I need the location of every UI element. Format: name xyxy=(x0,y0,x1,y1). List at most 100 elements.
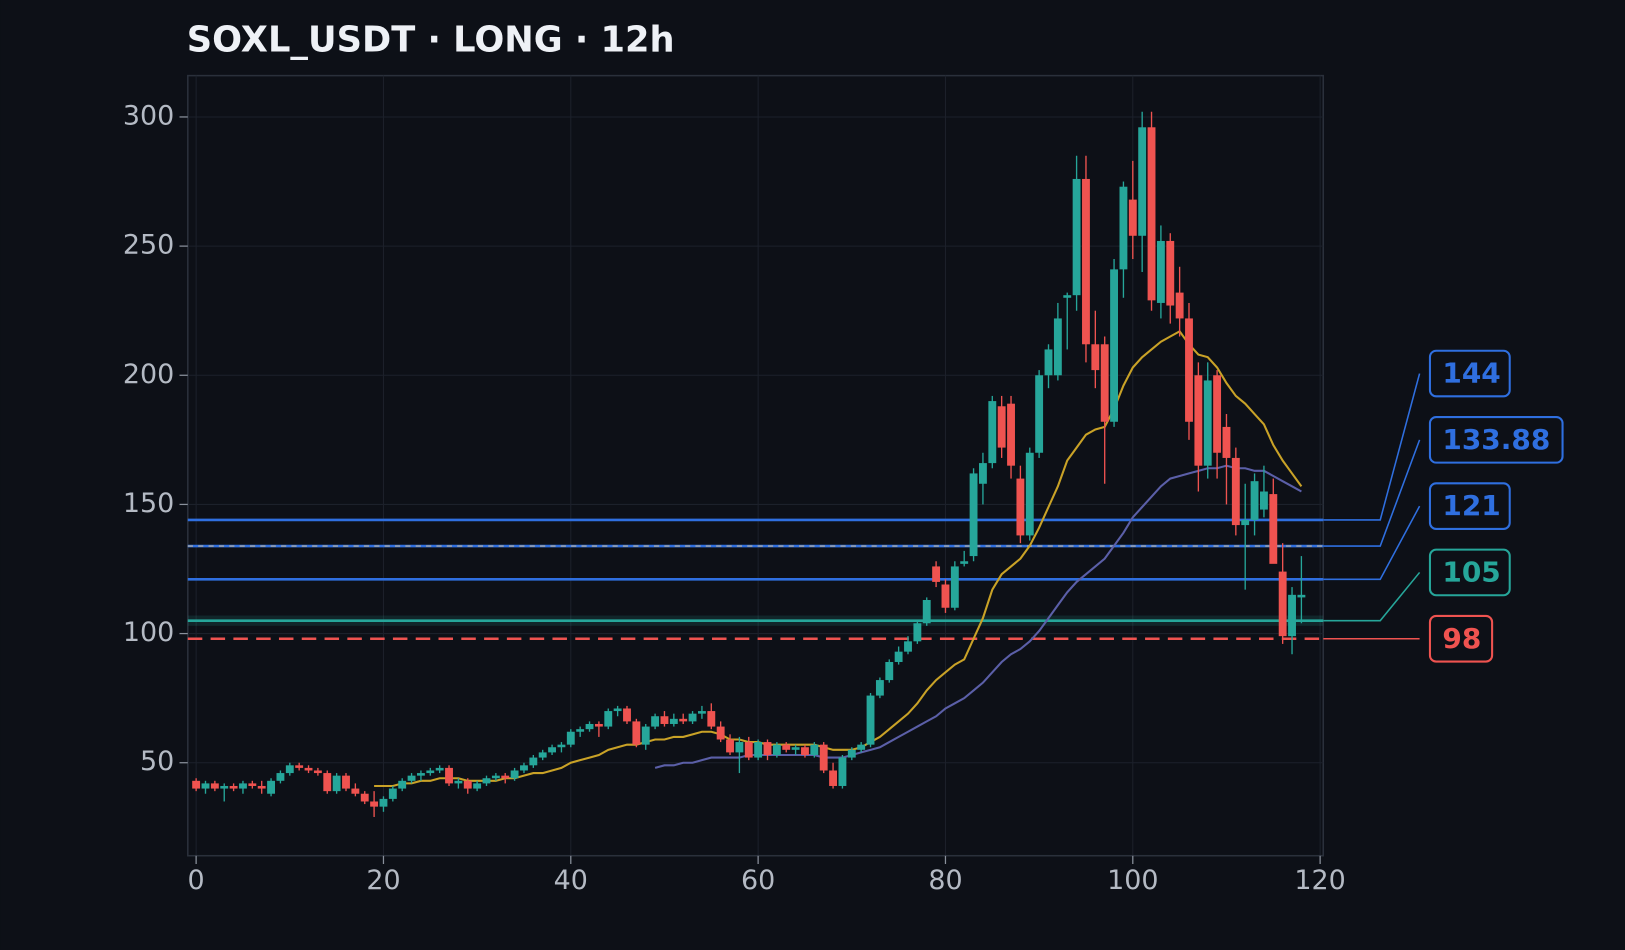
candle-body xyxy=(1213,375,1222,453)
candle-body xyxy=(201,783,210,789)
candle-body xyxy=(285,765,294,774)
candle-body xyxy=(932,566,941,582)
candle-body xyxy=(529,757,538,766)
candle-body xyxy=(1203,380,1212,466)
candle-body xyxy=(847,749,856,758)
x-tick-label: 120 xyxy=(1294,865,1345,896)
candle-body xyxy=(388,788,397,799)
candle-body xyxy=(557,744,566,748)
candle-body xyxy=(463,780,472,789)
candle-body xyxy=(950,566,959,608)
candle-body xyxy=(754,742,763,758)
y-tick-label: 50 xyxy=(140,746,174,777)
level-connector xyxy=(1323,571,1421,622)
candle-body xyxy=(342,775,350,789)
candle-body xyxy=(1072,178,1081,296)
candle-body xyxy=(332,775,341,792)
level-label-box xyxy=(1428,548,1511,597)
candle-body xyxy=(632,721,641,745)
candle-body xyxy=(1175,292,1184,319)
candle-body xyxy=(735,742,744,753)
candle-body xyxy=(969,473,978,557)
candle-body xyxy=(576,729,585,732)
candle-body xyxy=(416,773,425,776)
candle-body xyxy=(838,757,847,786)
candle-body xyxy=(772,744,781,755)
candle-body xyxy=(1053,318,1062,376)
candle-body xyxy=(1297,594,1306,598)
candle-body xyxy=(716,726,725,740)
candle-body xyxy=(604,711,613,727)
candle-body xyxy=(707,711,716,727)
candle-body xyxy=(360,793,369,802)
candle-body xyxy=(192,780,201,789)
candle-body xyxy=(1016,478,1025,536)
candle-body xyxy=(398,780,407,789)
candle-body xyxy=(445,767,453,784)
candle-body xyxy=(641,726,650,745)
candle-body xyxy=(651,716,660,727)
candle-body xyxy=(688,713,697,722)
candle-body xyxy=(1259,491,1268,510)
candle-body xyxy=(267,780,276,794)
level-label-box xyxy=(1428,614,1494,663)
candle-body xyxy=(1091,344,1100,371)
candle-body xyxy=(894,651,903,662)
candle-body xyxy=(1110,269,1119,422)
candle-body xyxy=(1128,199,1137,236)
candle-body xyxy=(791,747,800,750)
candle-body xyxy=(585,723,594,730)
candle-body xyxy=(1269,494,1278,564)
candle-body xyxy=(473,783,482,789)
candle-body xyxy=(997,406,1006,448)
x-tick-label: 80 xyxy=(928,865,962,896)
candle-body xyxy=(510,770,519,779)
candle-body xyxy=(801,747,809,755)
level-connector xyxy=(1323,373,1421,521)
candle-body xyxy=(1100,344,1109,422)
candle-body xyxy=(810,744,819,755)
candle-body xyxy=(295,765,304,768)
candle-body xyxy=(829,770,838,786)
candle-body xyxy=(613,708,622,712)
candle-body xyxy=(669,718,678,724)
candle-body xyxy=(782,744,791,750)
candle-body xyxy=(351,788,360,794)
candle-body xyxy=(1025,452,1034,536)
level-connector xyxy=(1323,505,1421,581)
plot-frame xyxy=(187,74,1325,857)
candle-body xyxy=(1044,349,1053,376)
candle-body xyxy=(960,561,969,564)
candle-body xyxy=(763,742,772,755)
candle-body xyxy=(1288,594,1296,637)
candle-body xyxy=(220,785,229,789)
candle-body xyxy=(538,752,547,758)
candle-body xyxy=(407,775,416,781)
candle-body xyxy=(1156,240,1165,303)
candle-body xyxy=(435,767,444,771)
candle-body xyxy=(482,778,491,784)
candle-body xyxy=(594,723,603,727)
candle-body xyxy=(941,584,950,608)
candle-body xyxy=(1082,178,1090,345)
candle-body xyxy=(744,742,753,758)
candle-body xyxy=(1231,457,1240,526)
candle-body xyxy=(454,780,463,784)
y-tick-label: 150 xyxy=(123,488,174,519)
candle-body xyxy=(866,695,875,745)
candle-body xyxy=(210,783,219,789)
level-label: 133.88 xyxy=(1442,423,1550,456)
candle-body xyxy=(1250,481,1259,520)
candle-body xyxy=(978,463,987,484)
candle-body xyxy=(922,599,931,624)
candle-body xyxy=(1222,426,1231,458)
chart-title: SOXL_USDT · LONG · 12h xyxy=(187,19,675,60)
candle-body xyxy=(1166,240,1175,306)
candle-body xyxy=(323,773,332,792)
level-connector xyxy=(1323,439,1421,547)
candle-body xyxy=(370,801,379,807)
level-label: 98 xyxy=(1442,622,1481,655)
